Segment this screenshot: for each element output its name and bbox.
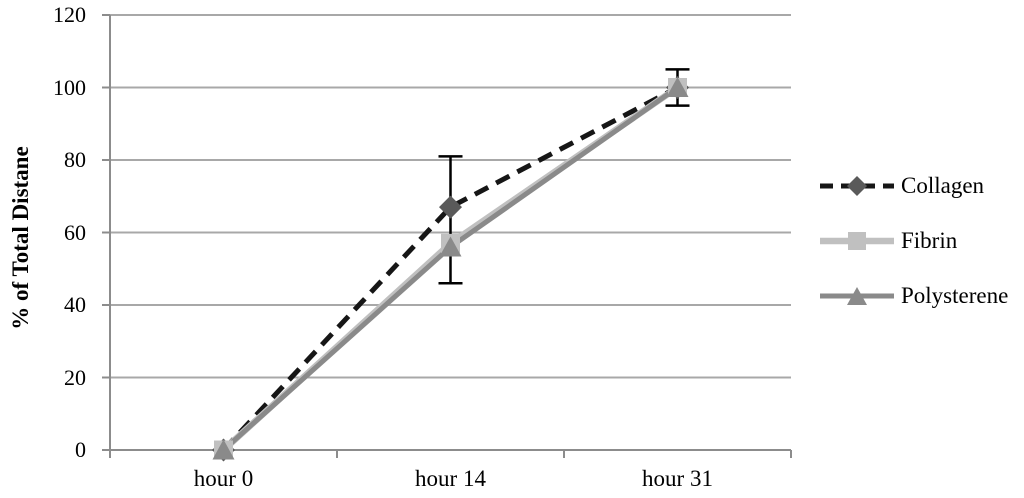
y-tick-label: 100 <box>53 74 86 100</box>
legend-diamond-sample <box>820 176 894 196</box>
legend-triangle-sample <box>820 287 894 305</box>
square-icon <box>848 232 866 250</box>
legend-square-sample <box>820 232 894 250</box>
legend-item-polysterene: Polysterene <box>818 280 1008 312</box>
x-tick-label: hour 14 <box>415 466 486 491</box>
y-tick-label: 60 <box>64 219 86 245</box>
triangle-marker-polysterene <box>212 439 235 460</box>
diamond-marker-collagen <box>439 195 462 219</box>
legend-label: Polysterene <box>901 283 1009 308</box>
y-tick-label: 0 <box>75 437 86 462</box>
series-line-collagen <box>221 85 679 452</box>
triangle-marker-polysterene <box>666 77 689 97</box>
x-tick-label: hour 31 <box>642 466 713 491</box>
chart-legend: Collagen Fibrin Polysterene <box>818 170 1008 335</box>
triangle-marker-polysterene <box>439 236 462 257</box>
legend-item-fibrin: Fibrin <box>818 225 1008 257</box>
y-tick-label: 40 <box>64 292 86 317</box>
legend-item-collagen: Collagen <box>818 170 1008 202</box>
x-tick-label: hour 0 <box>193 466 254 491</box>
legend-label: Fibrin <box>901 228 958 253</box>
triangle-icon <box>847 287 867 305</box>
y-tick-label: 80 <box>64 147 86 172</box>
diamond-icon <box>847 176 867 196</box>
y-tick-label: 20 <box>64 364 86 390</box>
legend-label: Collagen <box>901 173 985 198</box>
y-tick-label: 120 <box>53 2 86 27</box>
